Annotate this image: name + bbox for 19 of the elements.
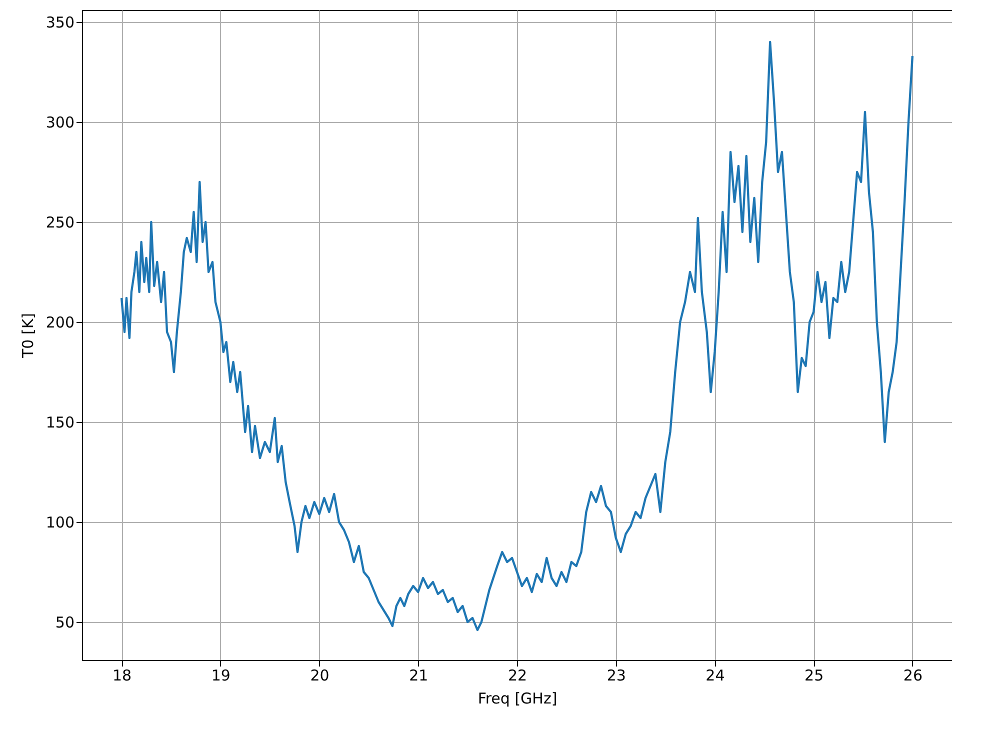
x-tick-label: 22 xyxy=(508,666,528,684)
x-tick-label: 24 xyxy=(706,666,725,684)
x-axis-title: Freq [GHz] xyxy=(478,690,558,708)
y-tick-label: 350 xyxy=(46,14,74,32)
x-tick-label: 26 xyxy=(903,666,922,684)
line-series xyxy=(120,40,914,632)
y-tick-label: 200 xyxy=(46,314,74,332)
x-tick-label: 18 xyxy=(112,666,132,684)
x-tick-label: 23 xyxy=(606,666,626,684)
y-tick-label: 300 xyxy=(46,114,74,132)
x-tick-label: 19 xyxy=(211,666,230,684)
x-tick-label: 21 xyxy=(409,666,428,684)
x-tick-label: 25 xyxy=(804,666,824,684)
x-tick-label: 20 xyxy=(310,666,330,684)
y-axis-title: T0 [K] xyxy=(18,312,37,360)
y-tick-label: 100 xyxy=(46,514,74,532)
y-tick-label: 250 xyxy=(46,214,74,232)
y-tick-label: 150 xyxy=(46,414,74,432)
y-tick-label: 50 xyxy=(55,614,74,632)
